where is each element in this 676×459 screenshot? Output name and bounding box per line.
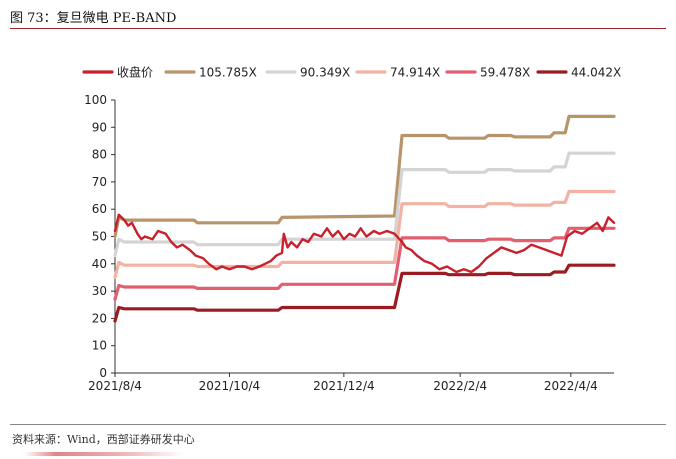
legend-label: 90.349X [300,66,350,80]
y-tick-label: 20 [92,311,107,325]
x-axis: 2021/8/4 2021/10/4 2021/12/4 2022/2/4 2022/4… [88,372,614,393]
legend: 收盘价 105.785X 90.349X 74.914X 59.478X 44.042X [82,65,621,80]
legend-label: 44.042X [571,66,621,80]
x-tick-label: 2022/4/4 [544,379,598,393]
y-tick-label: 50 [92,230,107,244]
y-tick-label: 0 [99,366,107,380]
legend-label: 收盘价 [117,65,153,80]
plot-area [113,114,616,323]
y-tick-label: 90 [92,120,107,134]
y-tick-label: 10 [92,339,107,353]
legend-label: 74.914X [390,66,440,80]
legend-label: 59.478X [480,66,530,80]
title-rule [10,28,666,29]
pe-band-chart: 收盘价 105.785X 90.349X 74.914X 59.478X 44.042X … [82,65,621,393]
x-tick-label: 2021/10/4 [199,379,261,393]
series-line-74-914X [113,189,616,279]
y-tick-label: 100 [84,93,107,107]
y-axis: 0 10 20 30 40 50 60 70 80 90 100 [84,93,116,380]
y-tick-label: 40 [92,257,107,271]
y-tick-label: 30 [92,284,107,298]
source-note: 资料来源：Wind，西部证券研发中心 [12,433,195,446]
series-line-close-price [113,213,616,274]
x-tick-label: 2021/8/4 [88,379,142,393]
source-rule [10,424,666,425]
series-line-59-478X [113,226,616,301]
series-line-90-349X [113,151,616,258]
y-tick-label: 80 [92,148,107,162]
x-tick-label: 2021/12/4 [313,379,375,393]
y-tick-label: 70 [92,175,107,189]
series-line-44-042X [113,263,616,323]
x-tick-label: 2022/2/4 [433,379,487,393]
series-line-105-785X [113,114,616,239]
legend-label: 105.785X [199,66,257,80]
signature-stamp [24,452,184,456]
figure-title: 图 73：复旦微电 PE-BAND [10,11,177,26]
y-tick-label: 60 [92,202,107,216]
